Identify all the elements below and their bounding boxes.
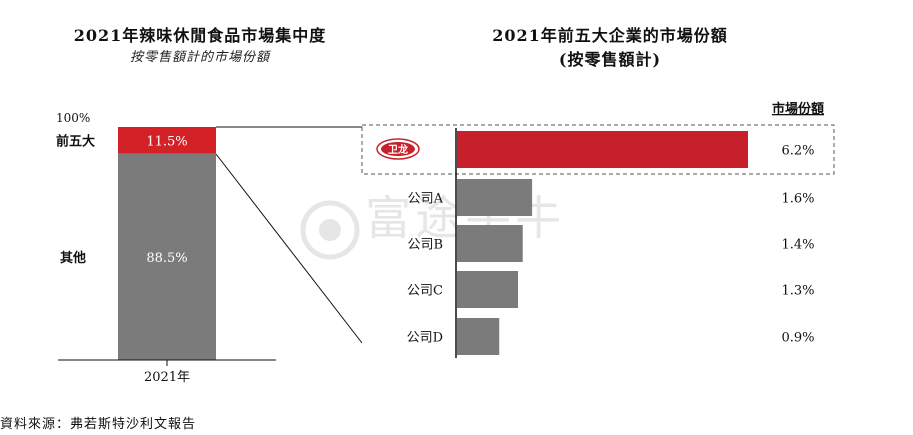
source-note: 資料來源：弗若斯特沙利文報告 xyxy=(0,417,197,432)
left-chart-subtitle: 按零售額計的市場份額 xyxy=(129,50,270,65)
bar-category-label: 公司A xyxy=(408,192,444,207)
bar-company-3 xyxy=(457,271,519,308)
bar-segment-others xyxy=(118,153,216,360)
left-chart-title: 2021年辣味休閒食品市場集中度 xyxy=(73,26,327,45)
bar-value-label: 6.2% xyxy=(781,144,814,159)
bar-segment-top5 xyxy=(118,127,216,154)
highlight-box xyxy=(361,124,835,175)
bar-category-label: 公司C xyxy=(407,284,443,299)
bar-value-label: 0.9% xyxy=(781,331,814,346)
bar-category-label: 公司B xyxy=(407,238,443,253)
right-chart-title: 2021年前五大企業的市場份額 xyxy=(492,26,728,45)
x-axis-label: 2021年 xyxy=(144,370,190,385)
category-label-others: 其他 xyxy=(60,250,86,266)
watermark-logo-icon xyxy=(300,200,360,259)
bar-weilong xyxy=(457,131,748,168)
bar-segment-top5-value-label: 11.5% xyxy=(146,134,187,149)
bar-value-label: 1.3% xyxy=(781,284,814,299)
category-label-top5: 前五大 xyxy=(56,133,95,149)
connector-line-bottom xyxy=(215,153,363,344)
right-chart-title-line2: (按零售額計) xyxy=(558,50,662,69)
bar-value-label: 1.6% xyxy=(781,192,814,207)
bar-company-2 xyxy=(457,225,523,262)
bar-segment-others-value-label: 88.5% xyxy=(146,251,187,266)
axis-top-label: 100% xyxy=(56,111,90,125)
column-header: 市場份額 xyxy=(772,101,824,117)
left-stacked-bar-chart: 11.5% 88.5% 100% 前五大 其他 2021年 xyxy=(56,111,276,385)
weilong-logo: 卫龙 xyxy=(376,138,420,160)
bar-category-label: 公司D xyxy=(407,331,443,346)
bar-value-label: 1.4% xyxy=(781,238,814,253)
bar-company-4 xyxy=(457,318,500,355)
right-horizontal-bar-chart: 市場份額 公司A 公司B 公司C 公司D 6.2% 1.6% 1.4% 1.3% 0.9% 卫… xyxy=(361,101,835,358)
bar-company-1 xyxy=(457,179,533,216)
weilong-logo-text: 卫龙 xyxy=(388,143,408,156)
